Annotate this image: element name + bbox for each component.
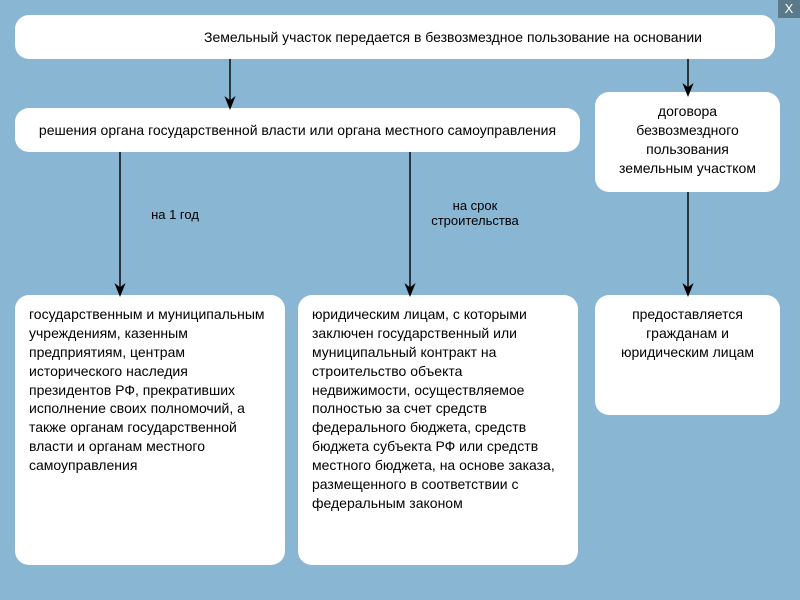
node-mid-right-text: договора безвозмездного пользования земе… [609, 102, 766, 178]
node-bot-left-text: государственным и муниципальным учрежден… [29, 305, 271, 475]
edge-label-1year: на 1 год [135, 207, 215, 222]
node-bot-mid: юридическим лицам, с которыми заключен г… [298, 295, 578, 565]
node-top: Земельный участок передается в безвозмез… [15, 15, 775, 59]
node-bot-right-text: предоставляется гражданам и юридическим … [609, 305, 766, 362]
node-mid-left: решения органа государственной власти ил… [15, 108, 580, 152]
node-bot-right: предоставляется гражданам и юридическим … [595, 295, 780, 415]
close-icon[interactable]: X [778, 0, 800, 18]
node-bot-left: государственным и муниципальным учрежден… [15, 295, 285, 565]
node-mid-right: договора безвозмездного пользования земе… [595, 92, 780, 192]
edge-label-term: на срок строительства [420, 198, 530, 228]
node-top-text: Земельный участок передается в безвозмез… [204, 28, 702, 47]
node-mid-left-text: решения органа государственной власти ил… [39, 121, 556, 140]
node-bot-mid-text: юридическим лицам, с которыми заключен г… [312, 305, 564, 513]
